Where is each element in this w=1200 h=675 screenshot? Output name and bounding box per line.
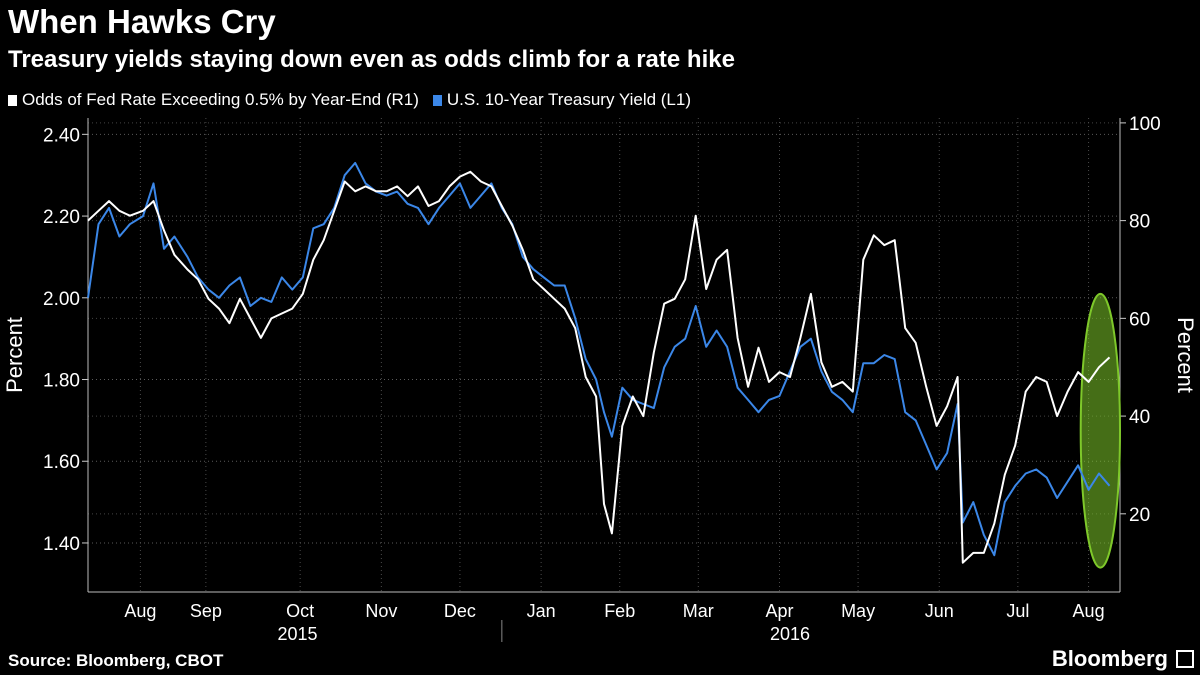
right-axis-tick-label: 80: [1129, 212, 1150, 233]
left-axis-tick-label: 2.20: [43, 207, 80, 228]
x-axis-month-label: Apr: [765, 601, 793, 621]
x-axis-year-label: 2016: [770, 624, 810, 644]
left-axis-tick-label: 2.40: [43, 125, 80, 146]
legend-swatch-yield: [432, 94, 442, 106]
x-axis-month-label: May: [841, 601, 875, 621]
legend-item-odds: Odds of Fed Rate Exceeding 0.5% by Year-…: [8, 88, 419, 112]
series-line-odds: [87, 170, 1111, 564]
right-axis-tick-label: 60: [1129, 309, 1150, 330]
legend-label-odds: Odds of Fed Rate Exceeding 0.5% by Year-…: [22, 90, 419, 109]
x-axis-month-label: Jun: [925, 601, 954, 621]
series-layer: [87, 161, 1111, 564]
label-layer: 1.40 1.60 1.80 2.00 2.20 2.40 20 40 60 80 100 Aug Se…: [2, 114, 1198, 644]
x-axis-month-label: Nov: [365, 601, 397, 621]
left-axis-title: Percent: [2, 317, 27, 393]
x-axis-month-label: Feb: [604, 601, 635, 621]
right-axis-tick-label: 40: [1129, 407, 1150, 428]
x-axis-year-label: 2015: [278, 624, 318, 644]
series-line-yield: [87, 161, 1111, 557]
left-axis-tick-label: 1.40: [43, 534, 80, 555]
x-axis-month-label: Jan: [527, 601, 556, 621]
legend-item-yield: U.S. 10-Year Treasury Yield (L1): [432, 88, 692, 112]
axis-layer: [82, 118, 1126, 642]
bloomberg-chart-icon: [1176, 650, 1194, 668]
right-axis-tick-label: 100: [1129, 114, 1161, 135]
right-axis-title: Percent: [1173, 317, 1198, 393]
highlight-layer: [1079, 292, 1122, 569]
x-axis-month-label: Dec: [444, 601, 476, 621]
x-axis-month-label: Aug: [124, 601, 156, 621]
legend-label-yield: U.S. 10-Year Treasury Yield (L1): [446, 90, 692, 109]
legend-swatch-odds: [8, 94, 17, 106]
highlight-ellipse: [1079, 292, 1122, 569]
chart-title: When Hawks Cry: [8, 3, 276, 40]
legend: Odds of Fed Rate Exceeding 0.5% by Year-…: [8, 88, 691, 112]
x-axis-month-label: Sep: [190, 601, 222, 621]
x-axis-month-label: Jul: [1006, 601, 1029, 621]
x-axis-month-label: Mar: [683, 601, 714, 621]
x-axis-month-label: Aug: [1073, 601, 1105, 621]
right-axis-tick-label: 20: [1129, 505, 1150, 526]
grid-layer: [88, 118, 1120, 592]
chart-subtitle: Treasury yields staying down even as odd…: [8, 46, 735, 73]
source-note: Source: Bloomberg, CBOT: [8, 651, 224, 670]
left-axis-tick-label: 2.00: [43, 289, 80, 310]
left-axis-tick-label: 1.80: [43, 371, 80, 392]
brand-logo-text: Bloomberg: [1051, 646, 1168, 671]
left-axis-tick-label: 1.60: [43, 452, 80, 473]
x-axis-month-label: Oct: [286, 601, 314, 621]
